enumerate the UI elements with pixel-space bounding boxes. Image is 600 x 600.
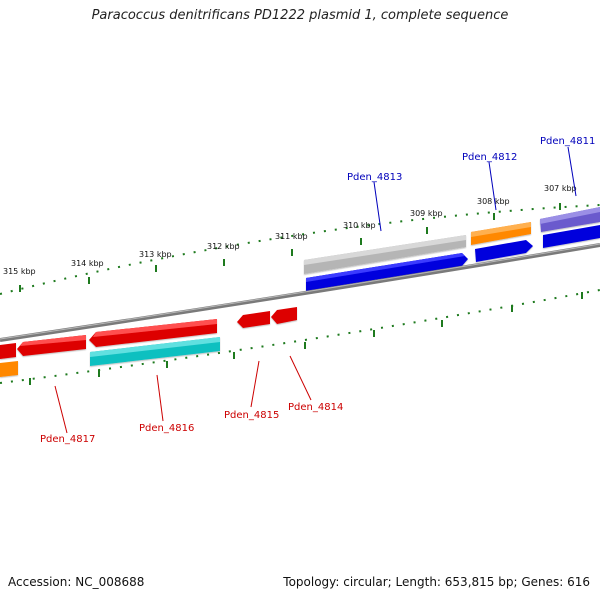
leader-line — [567, 146, 577, 197]
leader-line — [54, 385, 68, 434]
kbp-label: 309 kbp — [410, 209, 443, 218]
gene-arrow-red — [0, 343, 16, 359]
gene-label-pden-4811[interactable]: Pden_4811 — [540, 136, 595, 147]
leader-line — [488, 161, 497, 211]
kbp-label: 311 kbp — [275, 232, 308, 241]
gene-arrow-highlight — [306, 253, 465, 282]
gene-arrow-highlight — [20, 335, 86, 346]
forward-genes — [304, 207, 600, 291]
topology-summary: Topology: circular; Length: 653,815 bp; … — [283, 575, 590, 589]
kbp-label: 312 kbp — [207, 242, 240, 251]
gene-label-pden-4816[interactable]: Pden_4816 — [139, 423, 194, 434]
gene-arrow-orange — [0, 361, 18, 377]
gene-arrow-highlight — [90, 337, 220, 357]
gene-arrow-red — [271, 307, 297, 324]
gene-arrow-blue — [475, 240, 533, 262]
kbp-label: 315 kbp — [3, 267, 36, 276]
leader-line — [373, 181, 382, 232]
gene-label-pden-4812[interactable]: Pden_4812 — [462, 152, 517, 163]
gene-label-pden-4813[interactable]: Pden_4813 — [347, 172, 402, 183]
outer-tick-ring — [0, 203, 600, 295]
kbp-label: 313 kbp — [139, 250, 172, 259]
leader-line — [250, 360, 260, 408]
kbp-label: 314 kbp — [71, 259, 104, 268]
gene-label-pden-4814[interactable]: Pden_4814 — [288, 402, 343, 413]
kbp-label: 308 kbp — [477, 197, 510, 206]
gene-arrow-highlight — [304, 235, 466, 265]
genome-backbone — [0, 243, 600, 342]
kbp-label: 310 kbp — [343, 221, 376, 230]
accession-text: Accession: NC_008688 — [8, 575, 145, 589]
gene-arrow-blue — [543, 225, 600, 248]
reverse-genes — [0, 307, 297, 377]
kbp-label: 307 kbp — [544, 184, 577, 193]
leader-line — [289, 355, 312, 401]
gene-label-pden-4817[interactable]: Pden_4817 — [40, 434, 95, 445]
map-title: Paracoccus denitrificans PD1222 plasmid … — [91, 8, 509, 23]
gene-arrow-blue — [306, 253, 468, 291]
gene-label-pden-4815[interactable]: Pden_4815 — [224, 410, 279, 421]
gene-arrow-highlight — [540, 207, 600, 224]
gene-arrow-highlight — [93, 319, 217, 337]
gene-arrow-red — [237, 311, 270, 328]
inner-tick-ring — [0, 289, 600, 385]
gene-arrow-highlight — [471, 222, 531, 237]
leader-line — [156, 374, 164, 422]
